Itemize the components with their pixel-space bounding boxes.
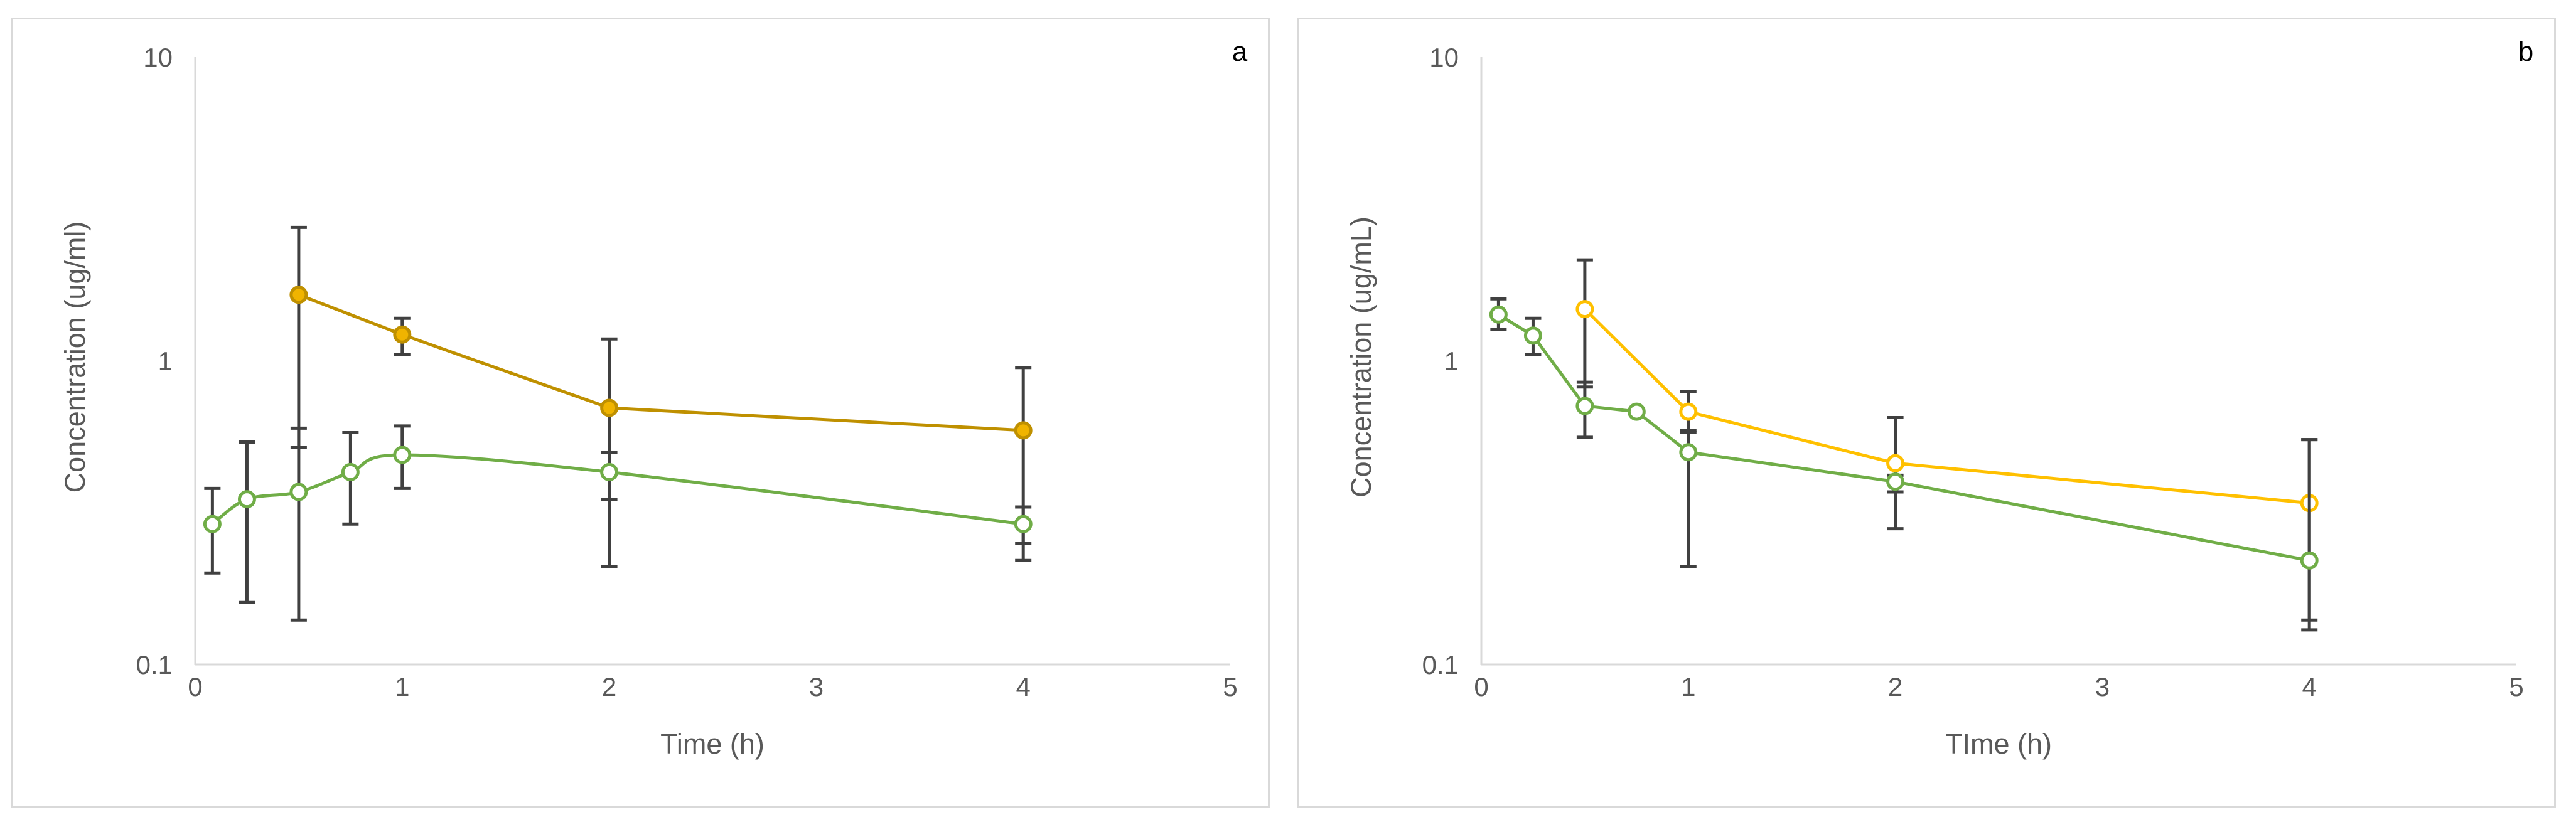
x-tick-label: 0	[1474, 672, 1488, 702]
data-point	[289, 483, 308, 501]
y-tick-label: 0.1	[136, 650, 173, 680]
x-tick-label: 4	[2302, 672, 2317, 702]
x-tick-label: 5	[2509, 672, 2523, 702]
x-tick-label: 1	[1681, 672, 1695, 702]
panel-letter: a	[1232, 36, 1248, 67]
data-point	[2300, 551, 2319, 570]
series-line	[211, 453, 1024, 526]
y-tick-labels: 0.1 1 10	[1422, 43, 1459, 680]
x-tick-label: 1	[395, 672, 409, 702]
y-tick-label: 10	[1429, 43, 1459, 72]
y-tick-label: 1	[1444, 346, 1459, 376]
plot-area	[203, 225, 1033, 622]
x-tick-labels: 0 1 2 3 4 5	[188, 672, 1237, 702]
x-tick-label: 2	[1888, 672, 1902, 702]
chart-panel-b: b TIme (h) Concentration (ug/mL) 0.1 1 10 …	[1297, 18, 2556, 808]
x-tick-labels: 0 1 2 3 4 5	[1474, 672, 2523, 702]
y-axis-title: Concentration (ug/mL)	[1345, 216, 1377, 498]
y-axis-title: Concentration (ug/ml)	[59, 222, 91, 493]
data-point	[341, 462, 360, 481]
data-point	[393, 325, 412, 344]
data-point	[600, 398, 619, 417]
data-point	[203, 515, 222, 533]
series-line	[298, 293, 1024, 432]
x-axis-title: TIme (h)	[1945, 728, 2052, 760]
x-axis-title: Time (h)	[660, 728, 765, 760]
error-bar	[1576, 258, 1593, 389]
data-point	[600, 462, 619, 481]
series-2	[203, 424, 1033, 622]
data-point	[1575, 397, 1594, 415]
plot-area	[1489, 258, 2319, 632]
x-tick-label: 3	[809, 672, 824, 702]
x-tick-label: 5	[1223, 672, 1237, 702]
data-point	[1679, 443, 1698, 462]
error-bar	[290, 426, 307, 622]
x-tick-label: 4	[1016, 672, 1031, 702]
data-point	[1489, 305, 1508, 324]
data-point	[1523, 326, 1542, 345]
data-point	[1014, 421, 1033, 440]
panel-letter: b	[2518, 36, 2533, 67]
data-point	[1575, 300, 1594, 319]
y-tick-label: 1	[158, 346, 173, 376]
chart-panel-a: a Time (h) Concentration (ug/ml) 0.1 1 10 …	[11, 18, 1270, 808]
series-line	[1584, 307, 2310, 505]
chart-b-svg: b TIme (h) Concentration (ug/mL) 0.1110 …	[1345, 36, 2533, 760]
y-tick-labels: 0.1 1 10	[136, 43, 173, 680]
error-bar	[2301, 438, 2318, 632]
series-line	[1498, 313, 2310, 562]
data-point	[1679, 402, 1698, 421]
chart-a-svg: a Time (h) Concentration (ug/ml) 0.1110 …	[59, 36, 1248, 760]
data-point	[237, 490, 256, 509]
x-tick-label: 0	[188, 672, 202, 702]
data-point	[1886, 454, 1905, 472]
data-point	[1627, 402, 1646, 421]
error-bar	[290, 225, 307, 449]
y-tick-label: 0.1	[1422, 650, 1459, 680]
y-tick-label: 10	[143, 43, 173, 72]
data-point	[1014, 515, 1033, 533]
data-point	[393, 446, 412, 464]
x-tick-label: 3	[2095, 672, 2110, 702]
data-point	[1886, 472, 1905, 491]
data-point	[289, 286, 308, 304]
series-2	[1489, 297, 2319, 632]
x-tick-label: 2	[602, 672, 616, 702]
series-1	[289, 225, 1033, 545]
error-bar	[239, 440, 255, 604]
